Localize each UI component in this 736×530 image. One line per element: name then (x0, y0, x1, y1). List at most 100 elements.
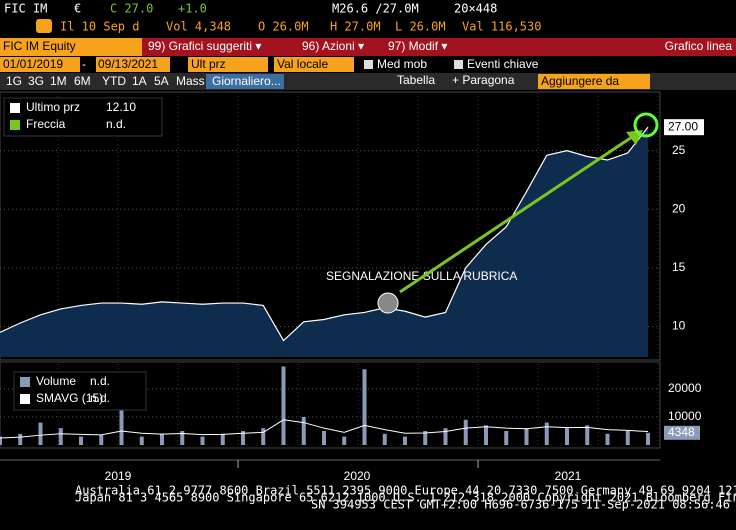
menu[interactable]: 97) Modif ▾ (388, 39, 447, 53)
end-date[interactable]: 09/13/2021 (98, 57, 158, 71)
legend-value: n.d. (90, 374, 110, 388)
date: Il 10 Sep d (60, 20, 139, 34)
input[interactable] (96, 57, 170, 72)
events[interactable]: Eventi chiave (467, 57, 539, 71)
volume-bar (565, 428, 569, 445)
footer-line: Australia 61 2 9777 8600 Brazil 5511 239… (75, 484, 736, 498)
close: C 27.0 (110, 2, 153, 16)
low: L 26.0M (395, 20, 446, 34)
x-tick-label: 2021 (555, 469, 582, 483)
legend-swatch (10, 120, 20, 130)
security[interactable]: FIC IM Equity (3, 39, 76, 53)
period-button[interactable]: 6M (74, 74, 91, 88)
legend-box (13, 371, 147, 411)
volume-bar (544, 422, 549, 445)
compare-button[interactable]: + Paragona (452, 73, 515, 87)
dash: - (82, 57, 86, 71)
period-active (206, 74, 284, 89)
smavg-line (0, 419, 649, 439)
checkbox[interactable] (364, 60, 373, 69)
x-tick-label: 2020 (344, 469, 371, 483)
table-button[interactable]: Tabella (397, 73, 435, 87)
legend-label: Volume (36, 374, 76, 388)
volume-bar (139, 436, 144, 445)
volume-bar (220, 433, 225, 445)
period-button[interactable]: 1G (6, 74, 22, 88)
marker (377, 292, 399, 314)
y-tick-label: 15 (672, 260, 686, 274)
input[interactable] (274, 57, 354, 72)
period-button[interactable]: 3G (28, 74, 44, 88)
y-tick-label: 10000 (668, 409, 702, 423)
period-button[interactable]: 1M (50, 74, 67, 88)
period-button[interactable]: YTD (102, 74, 126, 88)
last-volume-label: 4348 (668, 425, 695, 439)
bidask: M26.6 /27.0M (332, 2, 419, 16)
legend-value: n.d. (90, 391, 110, 405)
input[interactable] (188, 57, 268, 72)
open: O 26.0M (258, 20, 309, 34)
target (633, 112, 659, 138)
volume-bar (160, 433, 164, 445)
footer: Australia 61 2 9777 8600 Brazil 5511 239… (75, 484, 736, 512)
volume-bar (79, 436, 83, 445)
volume-bar (180, 430, 185, 445)
menu[interactable]: 96) Azioni ▾ (302, 39, 364, 53)
icon (36, 19, 52, 33)
volume-bar (200, 436, 205, 445)
add[interactable]: Aggiungere da (541, 74, 619, 88)
last-price-label: 27.00 (668, 119, 698, 133)
y-tick-label: 20 (672, 201, 686, 215)
legend-swatch (20, 394, 30, 404)
legend-swatch (20, 377, 30, 387)
y-tick-label: 25 (672, 143, 686, 157)
volume-bar (342, 436, 347, 445)
menu[interactable]: 99) Grafici suggeriti ▾ (148, 39, 261, 53)
ticker: FIC IM (4, 2, 47, 16)
legend-value: n.d. (106, 117, 126, 131)
volume-bar (241, 430, 245, 445)
volume-bar (99, 435, 104, 445)
volume-bar (504, 430, 509, 445)
moving-avg[interactable]: Med mob (377, 57, 427, 71)
volume-bar (524, 428, 529, 445)
chart-type: Grafico linea (665, 39, 733, 53)
input[interactable] (0, 57, 80, 72)
period-button[interactable]: Mass (176, 74, 205, 88)
checkbox[interactable] (454, 60, 463, 69)
security-box[interactable] (0, 38, 142, 56)
input[interactable] (538, 74, 650, 89)
period-button[interactable]: Giornaliero... (212, 74, 281, 88)
volume-bar (281, 366, 286, 445)
price-area (0, 127, 648, 357)
footer-line: SN 394953 CEST GMT+2:00 H696-6736-175 11… (311, 498, 730, 512)
period-button[interactable]: 5A (154, 74, 169, 88)
volume-bar (301, 416, 306, 445)
legend-label: SMAVG (15) (36, 391, 103, 405)
legend-swatch (10, 103, 20, 113)
start-date[interactable]: 01/01/2019 (3, 57, 63, 71)
header: FIC IM € C 27.0 +1.0 M26.6 /27.0M 20×448… (4, 2, 541, 34)
volume-bar (38, 422, 43, 445)
size: 20×448 (454, 2, 497, 16)
volume-bar (261, 428, 266, 445)
volume-bar (322, 430, 326, 445)
volume-bar (18, 433, 23, 445)
value: Val 116,530 (462, 20, 541, 34)
volume-bar (625, 430, 630, 445)
period-button[interactable]: 1A (132, 74, 147, 88)
volume-bar (484, 425, 488, 445)
legend-value: 12.10 (106, 100, 136, 114)
price-line (0, 126, 649, 342)
field[interactable]: Ult prz (191, 57, 226, 71)
legend-label: Freccia (26, 117, 66, 131)
volume-bar (382, 433, 387, 445)
volume-bar (585, 425, 590, 445)
volume-bar (605, 433, 610, 445)
currency-field[interactable]: Val locale (277, 57, 328, 71)
volume-bar (0, 436, 2, 445)
high: H 27.0M (330, 20, 381, 34)
menu-bar (0, 38, 736, 56)
